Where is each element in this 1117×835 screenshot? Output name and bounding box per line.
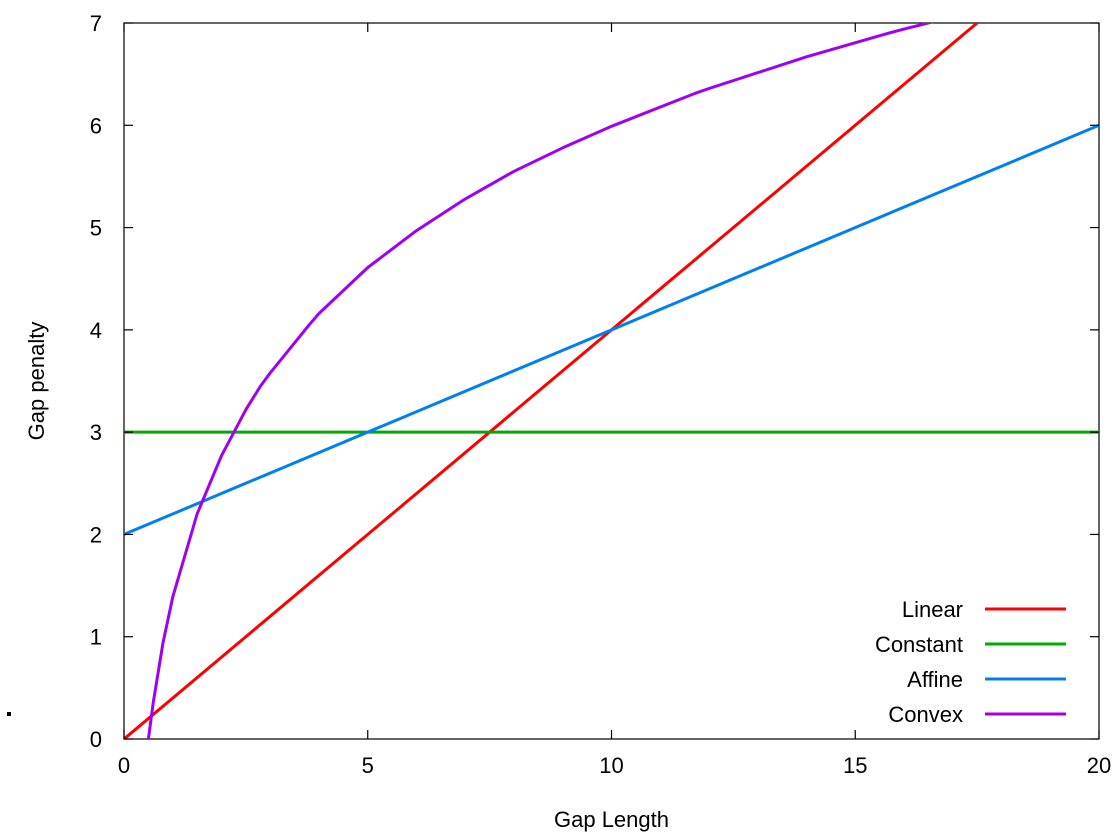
y-tick-label: 0 <box>90 727 102 752</box>
y-tick-label: 1 <box>90 625 102 650</box>
x-tick-label: 5 <box>362 753 374 778</box>
y-tick-label: 5 <box>90 216 102 241</box>
series-line-linear <box>124 23 979 739</box>
x-tick-label: 0 <box>118 753 130 778</box>
y-tick-label: 3 <box>90 420 102 445</box>
margin-dot <box>7 712 11 716</box>
x-axis-title: Gap Length <box>554 807 669 832</box>
legend-label-constant: Constant <box>875 632 963 657</box>
y-axis-title: Gap penalty <box>24 322 49 441</box>
y-tick-label: 4 <box>90 318 102 343</box>
legend-label-linear: Linear <box>902 597 963 622</box>
series-line-affine <box>124 123 1099 536</box>
legend-label-affine: Affine <box>907 667 963 692</box>
x-tick-label: 15 <box>843 753 867 778</box>
y-tick-label: 6 <box>90 113 102 138</box>
series-line-convex <box>146 23 935 739</box>
x-tick-label: 10 <box>599 753 623 778</box>
y-tick-label: 2 <box>90 522 102 547</box>
x-tick-label: 20 <box>1087 753 1111 778</box>
y-tick-label: 7 <box>90 11 102 36</box>
legend-label-convex: Convex <box>888 702 963 727</box>
